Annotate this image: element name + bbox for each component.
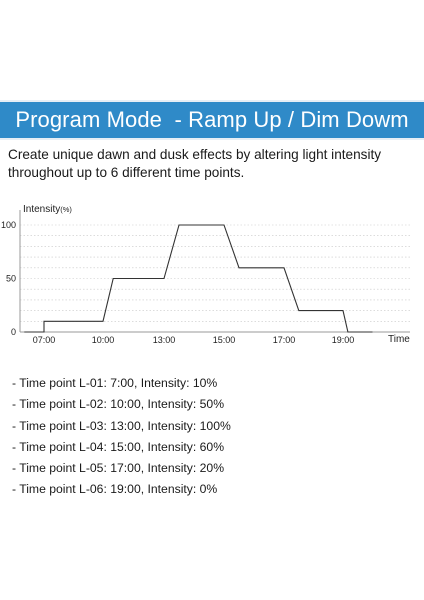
intensity-chart: Intensity(%) Time 0 50 100 07:00 10:00 13:00…	[1, 204, 410, 345]
page-title: Program Mode - Ramp Up / Dim Dowm	[15, 107, 409, 132]
x-tick-label: 19:00	[332, 335, 355, 345]
y-tick-label: 50	[6, 274, 16, 284]
timepoint-item: - Time point L-01: 7:00, Intensity: 10%	[12, 376, 218, 390]
timepoint-list: - Time point L-01: 7:00, Intensity: 10% -…	[12, 373, 231, 501]
x-tick-labels: 07:00 10:00 13:00 15:00 17:00 19:00	[33, 335, 355, 345]
x-tick-label: 10:00	[92, 335, 115, 345]
timepoint-item: - Time point L-03: 13:00, Intensity: 100…	[12, 418, 231, 433]
description: Create unique dawn and dusk effects by a…	[8, 147, 382, 180]
y-axis-label: Intensity(%)	[23, 204, 72, 215]
timepoint-item: - Time point L-06: 19:00, Intensity: 0%	[12, 482, 218, 497]
chart-grid	[20, 224, 410, 322]
x-tick-label: 13:00	[153, 335, 176, 345]
x-tick-label: 15:00	[213, 335, 236, 345]
y-axis-label-main: Intensity	[23, 204, 60, 215]
y-tick-labels: 0 50 100	[1, 220, 16, 337]
timepoint-item: - Time point L-04: 15:00, Intensity: 60%	[12, 439, 225, 454]
x-axis-label: Time	[388, 334, 410, 345]
timepoint-item: - Time point L-02: 10:00, Intensity: 50%	[12, 397, 225, 412]
y-tick-label: 0	[11, 327, 16, 337]
x-tick-label: 07:00	[33, 335, 56, 345]
y-axis-label-unit: (%)	[60, 205, 72, 214]
series-line	[24, 224, 373, 333]
title-banner: Program Mode - Ramp Up / Dim Dowm	[0, 100, 424, 140]
x-tick-label: 17:00	[273, 335, 296, 345]
timepoint-item: - Time point L-05: 17:00, Intensity: 20%	[12, 461, 225, 476]
y-tick-label: 100	[1, 220, 16, 230]
